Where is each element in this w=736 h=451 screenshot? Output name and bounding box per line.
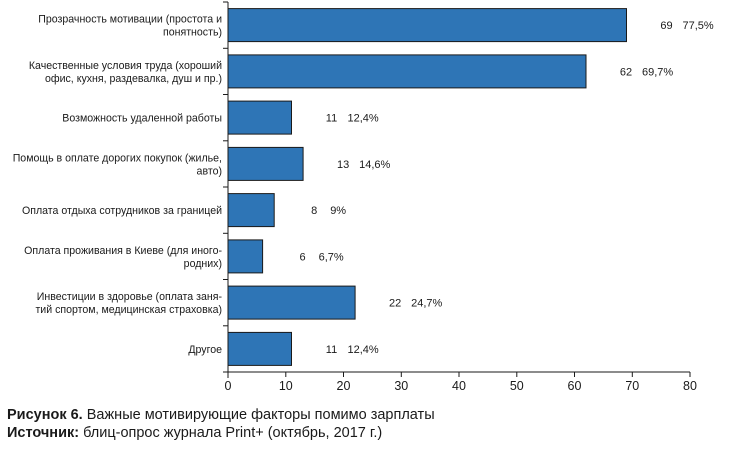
category-label-1: Прозрачность мотивации (простота и понятн… — [38, 14, 222, 39]
percent-label-1: 77,5% — [683, 20, 714, 32]
bar-5 — [227, 193, 275, 228]
x-tick-label-3: 30 — [394, 379, 408, 393]
value-label-7: 22 — [389, 298, 401, 310]
source-caption: Источник: блиц-опрос журнала Print+ (окт… — [7, 424, 382, 442]
figure-label: Рисунок 6. — [7, 407, 83, 423]
x-tick-label-0: 0 — [225, 379, 232, 393]
category-label-6: Оплата проживания в Киеве (для иного-род… — [24, 245, 222, 270]
value-label-8: 11 — [326, 344, 337, 356]
x-tick-label-2: 20 — [337, 379, 351, 393]
bar-4 — [227, 146, 304, 181]
category-label-8: Другое — [188, 344, 222, 356]
category-label-4: Помощь в оплате дорогих покупок (жилье, а… — [13, 152, 222, 177]
x-tick-label-4: 40 — [452, 379, 466, 393]
percent-label-4: 14,6% — [359, 159, 390, 171]
value-label-5: 8 — [311, 205, 317, 217]
bar-1 — [227, 8, 627, 43]
category-label-7: Инвестиции в здоровье (оплата заня-тий с… — [35, 291, 222, 316]
x-tick-label-1: 10 — [279, 379, 293, 393]
source-label: Источник: — [7, 425, 80, 441]
value-label-1: 69 — [660, 20, 672, 32]
category-label-5: Оплата отдыха сотрудников за границей — [22, 205, 222, 217]
category-label-3: Возможность удаленной работы — [62, 113, 222, 125]
bar-2 — [227, 54, 587, 89]
percent-label-6: 6,7% — [319, 251, 344, 263]
value-label-4: 13 — [337, 159, 349, 171]
x-tick-label-5: 50 — [510, 379, 524, 393]
percent-label-2: 69,7% — [642, 66, 673, 78]
x-tick-label-6: 60 — [568, 379, 582, 393]
value-label-3: 11 — [326, 113, 337, 125]
bar-6 — [227, 239, 264, 274]
bar-7 — [227, 285, 356, 320]
category-label-2: Качественные условия труда (хороший офис,… — [29, 60, 222, 85]
value-label-6: 6 — [300, 251, 306, 263]
figure-title: Важные мотивирующие факторы помимо зарпл… — [82, 407, 435, 423]
bar-chart: Прозрачность мотивации (простота и понятн… — [13, 1, 714, 393]
percent-label-7: 24,7% — [411, 298, 442, 310]
percent-label-3: 12,4% — [348, 113, 379, 125]
chart-svg: Прозрачность мотивации (простота и понятн… — [13, 1, 714, 393]
bar-8 — [227, 331, 292, 366]
bar-3 — [227, 100, 292, 135]
x-tick-label-7: 70 — [625, 379, 639, 393]
percent-label-5: 9% — [330, 205, 346, 217]
percent-label-8: 12,4% — [348, 344, 379, 356]
source-text: блиц-опрос журнала Print+ (октябрь, 2017… — [79, 425, 383, 441]
x-tick-label-8: 80 — [683, 379, 697, 393]
value-label-2: 62 — [620, 66, 632, 78]
figure-caption: Рисунок 6. Важные мотивирующие факторы п… — [7, 406, 435, 424]
